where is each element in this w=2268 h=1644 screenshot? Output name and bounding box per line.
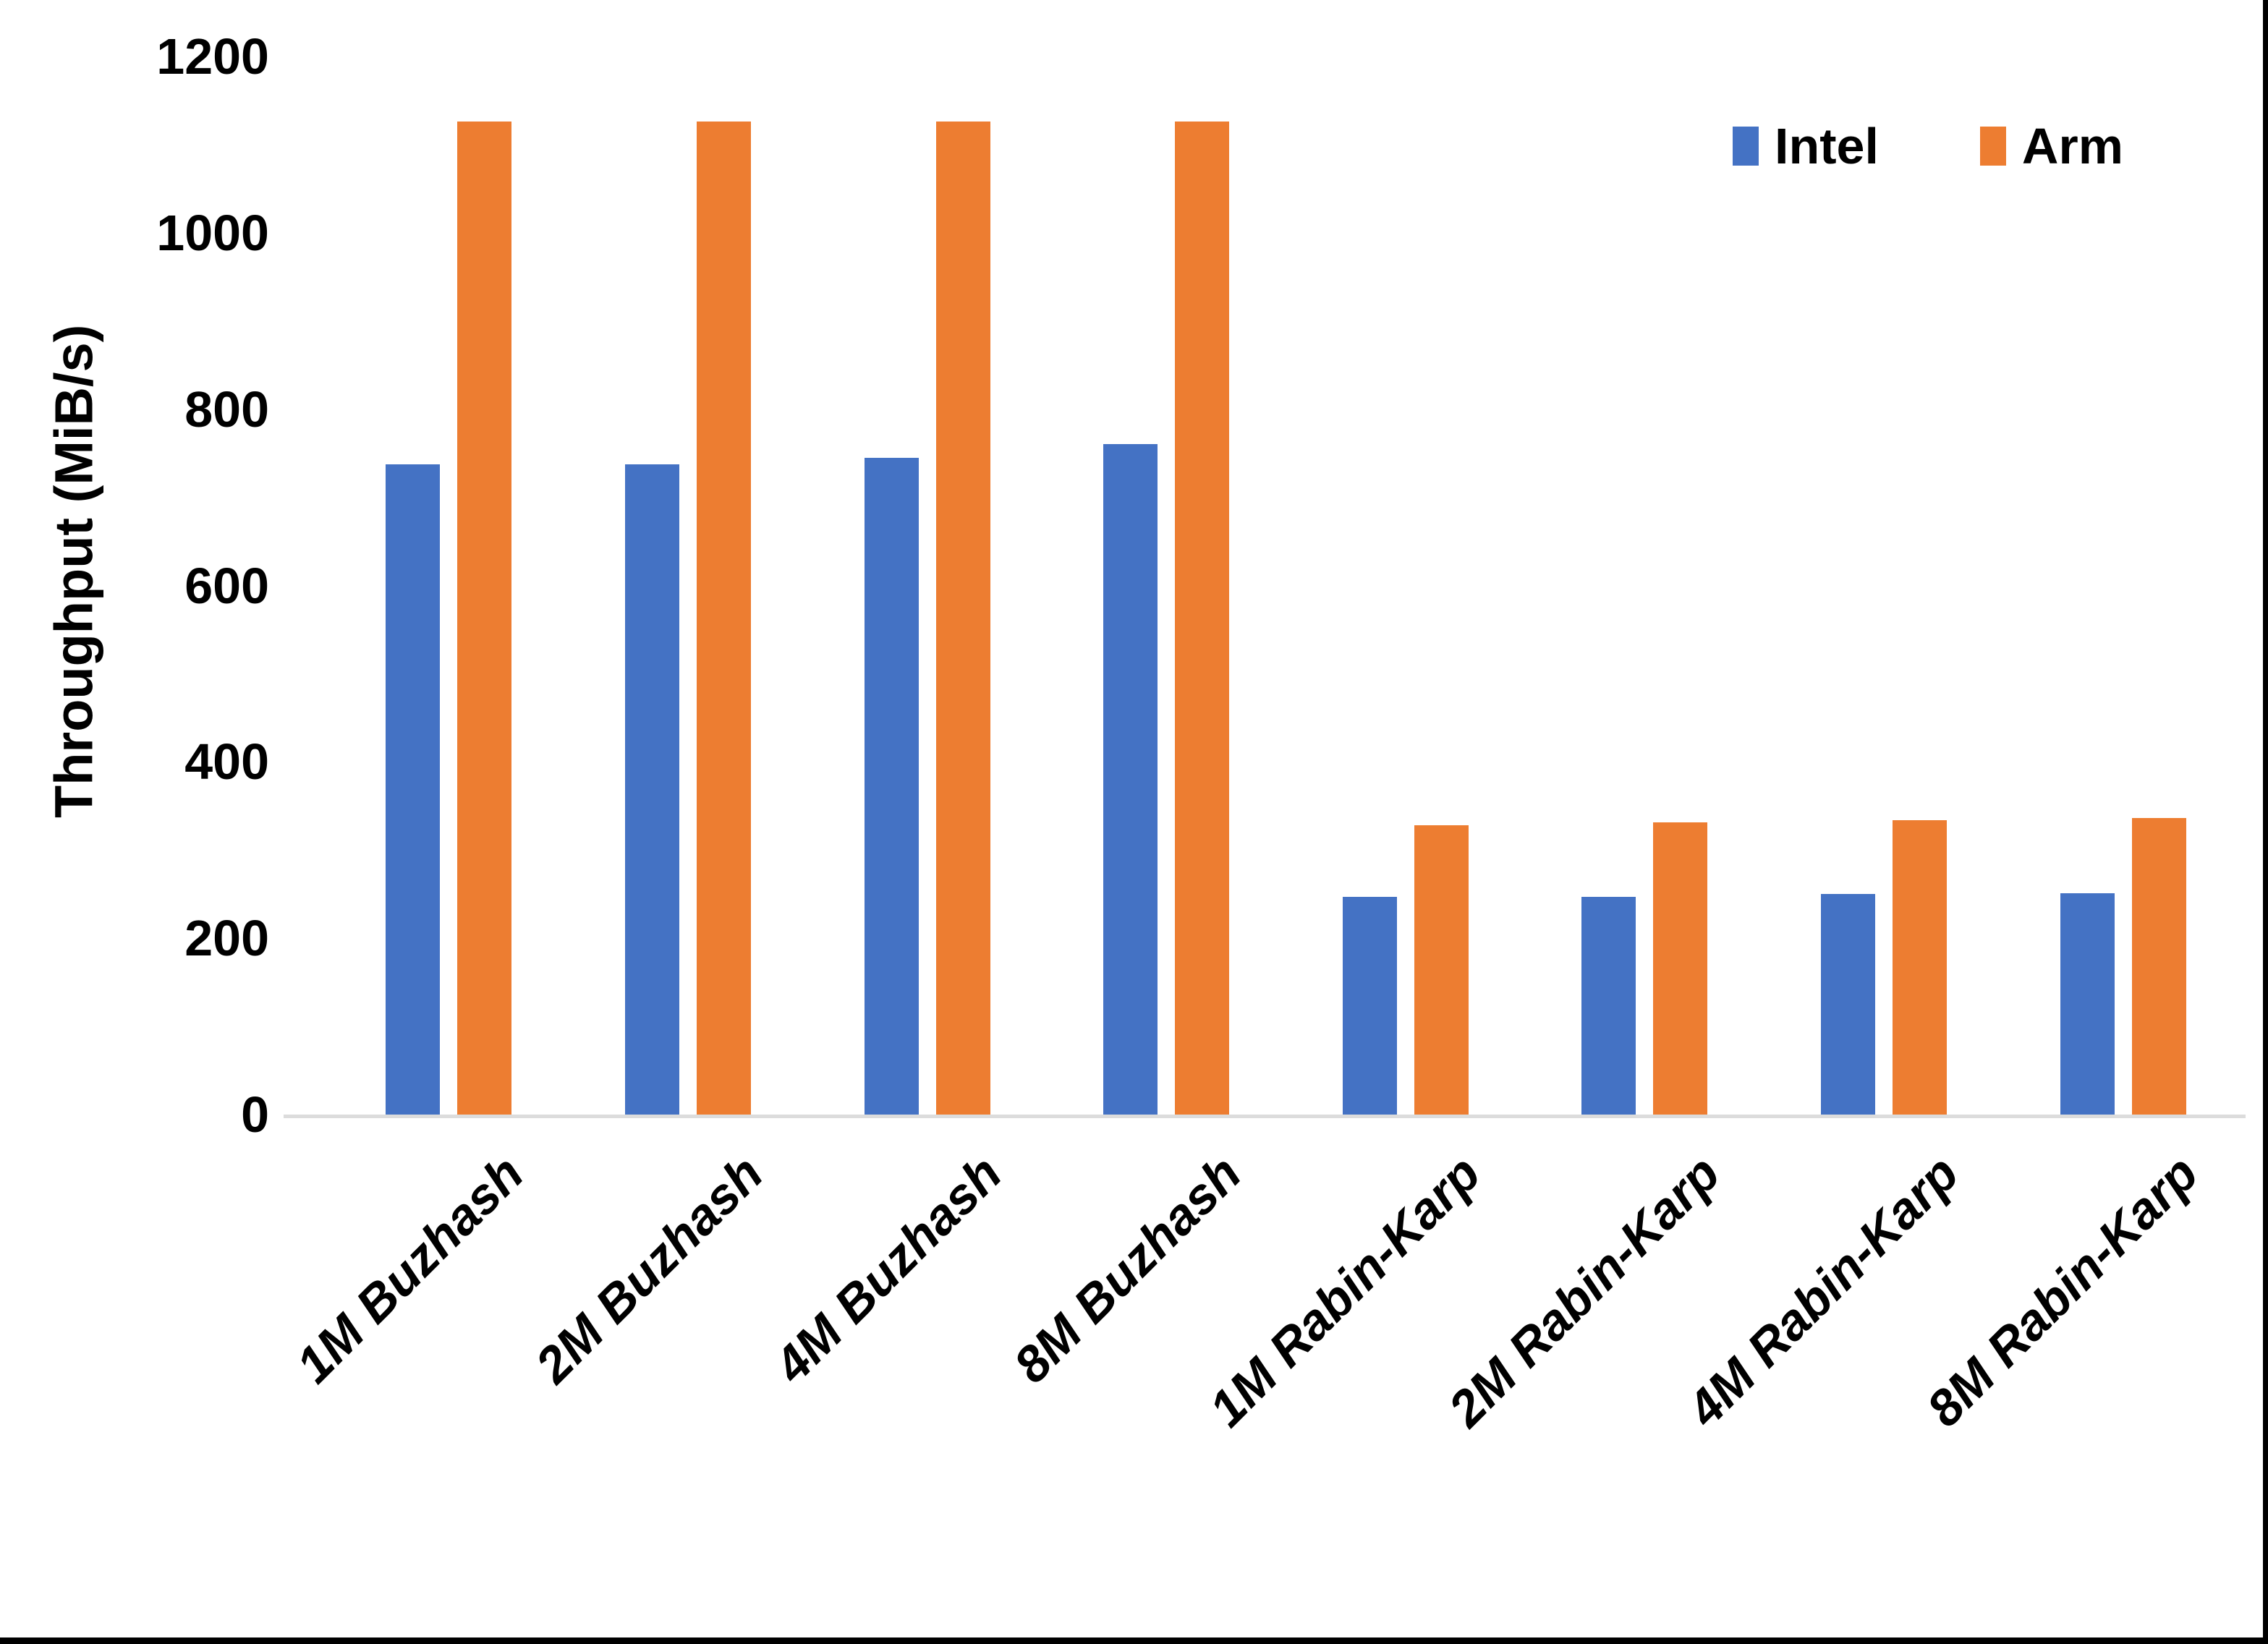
- legend-swatch-intel: [1733, 127, 1759, 166]
- bar-arm-1m-buzhash: [457, 122, 512, 1115]
- bar-intel-8m-buzhash: [1103, 444, 1158, 1115]
- bar-arm-2m-buzhash: [696, 122, 751, 1115]
- x-axis-line: [284, 1115, 2246, 1118]
- legend-item-arm: Arm: [1979, 117, 2123, 175]
- y-tick-label-1000: 1000: [156, 204, 269, 261]
- x-label-2m-buzhash: 2M Buzhash: [524, 1144, 773, 1394]
- window-edge-right: [2263, 0, 2268, 1644]
- bar-arm-4m-buzhash: [935, 122, 990, 1115]
- y-tick-label-0: 0: [241, 1086, 269, 1143]
- plot-area: [329, 56, 2243, 1115]
- bar-intel-2m-buzhash: [624, 464, 679, 1115]
- y-tick-label-200: 200: [184, 910, 269, 967]
- legend-label-intel: Intel: [1775, 118, 1879, 174]
- bar-arm-8m-rabin-karp: [2131, 818, 2186, 1115]
- y-tick-label-1200: 1200: [156, 28, 269, 85]
- bar-arm-8m-buzhash: [1175, 122, 1230, 1115]
- category-group-2m-rabin-karp: [1525, 56, 1764, 1115]
- legend-label-arm: Arm: [2021, 118, 2123, 174]
- bar-arm-2m-rabin-karp: [1653, 822, 1708, 1115]
- y-tick-label-600: 600: [184, 557, 269, 614]
- x-label-1m-buzhash: 1M Buzhash: [285, 1144, 535, 1394]
- legend: Intel Arm: [1733, 117, 2123, 175]
- bar-intel-4m-buzhash: [864, 457, 919, 1115]
- window-edge-bottom: [0, 1637, 2268, 1644]
- legend-item-intel: Intel: [1733, 117, 1879, 175]
- legend-swatch-arm: [1979, 127, 2006, 166]
- x-label-4m-buzhash: 4M Buzhash: [763, 1144, 1013, 1394]
- category-group-8m-rabin-karp: [2003, 56, 2243, 1115]
- bar-intel-1m-rabin-karp: [1342, 896, 1397, 1115]
- y-tick-label-400: 400: [184, 733, 269, 791]
- bar-intel-8m-rabin-karp: [2060, 893, 2115, 1115]
- bar-arm-1m-rabin-karp: [1414, 825, 1469, 1115]
- x-label-8m-buzhash: 8M Buzhash: [1003, 1144, 1252, 1394]
- category-group-1m-buzhash: [329, 56, 569, 1115]
- bar-intel-4m-rabin-karp: [1821, 894, 1876, 1115]
- bar-intel-1m-buzhash: [386, 464, 441, 1115]
- category-group-4m-buzhash: [807, 56, 1047, 1115]
- category-group-8m-buzhash: [1047, 56, 1286, 1115]
- category-group-2m-buzhash: [569, 56, 808, 1115]
- bar-arm-4m-rabin-karp: [1893, 819, 1948, 1115]
- category-group-1m-rabin-karp: [1286, 56, 1526, 1115]
- bar-intel-2m-rabin-karp: [1581, 896, 1636, 1115]
- y-tick-label-800: 800: [184, 380, 269, 438]
- category-group-4m-rabin-karp: [1764, 56, 2004, 1115]
